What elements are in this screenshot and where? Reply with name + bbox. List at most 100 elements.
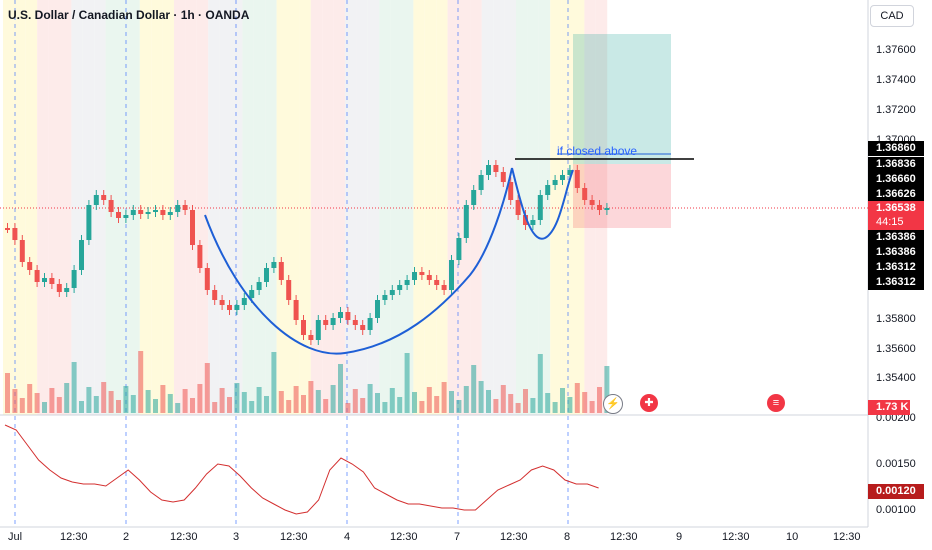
candle-body [419,272,425,275]
candle-body [597,205,602,210]
session-band [185,0,197,415]
time-label: Jul [8,531,23,543]
candle-body [352,320,358,325]
volume-bar [597,387,602,413]
volume-bar [293,386,299,413]
candle-body [286,280,292,300]
canada-flag-icon[interactable]: ✚ [640,394,658,412]
volume-bar [463,386,469,413]
us-flag-icon[interactable]: ≡ [767,394,785,412]
candle-body [486,165,491,175]
candle-body [241,298,247,305]
stop-zone [573,164,671,228]
target-zone [573,34,671,164]
volume-bar [537,354,543,413]
candle-body [323,320,329,325]
volume-bar [130,395,136,413]
candle-body [434,280,440,285]
candle-body [449,260,454,290]
volume-bar [49,388,55,413]
volume-bar [227,397,232,413]
symbol-title[interactable]: U.S. Dollar / Canadian Dollar · 1h · OAN… [8,8,250,22]
candle-body [345,312,351,320]
time-label: 2 [123,531,130,543]
volume-bar [375,393,380,413]
bar-countdown: 44:15 [868,215,924,230]
candle-body [315,320,321,340]
volume-bar [604,366,610,413]
session-band [538,0,551,415]
time-label: 7 [454,531,461,543]
volume-bar [404,353,410,413]
volume-bar [345,403,351,413]
candle-body [508,182,514,200]
price-tick: 1.37200 [876,104,916,116]
session-band [3,0,15,415]
candle-body [190,210,195,245]
session-band [470,0,482,415]
candle-body [604,208,610,210]
candle-body [523,215,528,225]
candle-body [249,290,255,298]
time-label: 12:30 [60,531,88,543]
candle-body [271,262,277,268]
candle-body [278,262,284,280]
price-tick: 1.35400 [876,372,916,384]
volume-bar [286,400,292,413]
candle-body [5,228,10,230]
candle-body [234,305,240,310]
currency-selector[interactable]: CAD [870,5,914,27]
candle-body [93,195,99,205]
price-label: 1.36836 [868,157,924,172]
price-label: 1.36312 [868,275,924,290]
session-band [196,0,209,415]
volume-bar [34,393,40,413]
volume-bar [175,403,181,413]
candle-body [360,325,366,330]
candle-body [197,245,203,268]
volume-bar [278,391,284,413]
candle-body [19,240,25,262]
volume-bar [338,364,343,413]
candle-body [12,228,18,240]
session-band [231,0,243,415]
candle-body [145,212,151,214]
candle-body [500,172,506,182]
volume-bar [101,382,107,413]
candle-body [515,200,521,215]
candle-body [560,175,565,180]
session-band [14,0,26,415]
candle-body [478,175,484,190]
breakout-annotation[interactable]: if closed above [557,144,638,158]
handle-pattern-curve [511,167,574,240]
candle-body [175,205,181,212]
session-band [584,0,596,415]
candle-body [567,170,573,175]
candle-body [301,320,306,335]
volume-bar [71,362,77,413]
session-band [527,0,539,415]
volume-bar [486,390,491,413]
time-label: 9 [676,531,683,543]
candle-body [389,290,395,295]
session-band [481,0,494,415]
volume-bar [190,398,195,413]
volume-bar [382,402,388,413]
lightning-icon[interactable]: ⚡ [603,394,623,414]
session-band [310,0,323,415]
volume-bar [515,403,521,413]
candle-body [426,275,432,280]
candle-body [308,335,314,340]
candle-body [375,300,380,318]
candle-body [552,180,558,185]
session-band [253,0,266,415]
price-label: 1.36312 [868,260,924,275]
candle-body [264,268,269,282]
volume-bar [441,382,447,413]
session-band [60,0,72,415]
price-label: 1.36626 [868,187,924,202]
volume-bar [204,363,210,413]
volume-bar [145,390,151,413]
volume-bar [138,351,144,413]
